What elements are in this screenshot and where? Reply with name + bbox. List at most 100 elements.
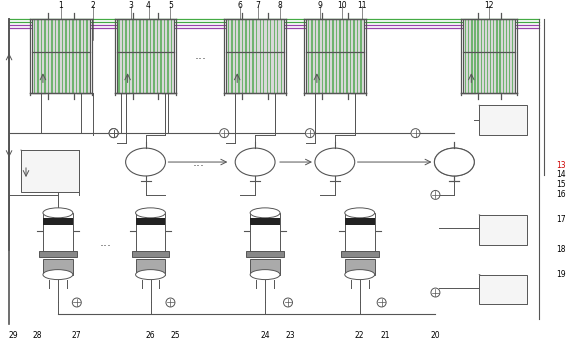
Bar bbox=[277, 19, 278, 93]
Bar bbox=[480, 105, 527, 135]
Bar bbox=[474, 19, 476, 93]
Bar bbox=[232, 19, 233, 93]
Text: 20: 20 bbox=[431, 331, 440, 340]
Text: 26: 26 bbox=[145, 331, 155, 340]
Bar bbox=[235, 19, 236, 93]
Bar bbox=[493, 19, 494, 93]
Bar bbox=[129, 19, 131, 93]
Text: 24: 24 bbox=[260, 331, 270, 340]
Bar bbox=[360, 19, 362, 93]
Text: ...: ... bbox=[193, 155, 204, 168]
Bar bbox=[154, 19, 155, 93]
Circle shape bbox=[220, 129, 229, 138]
Text: 7: 7 bbox=[256, 1, 260, 10]
Ellipse shape bbox=[345, 270, 375, 280]
Bar bbox=[86, 19, 88, 93]
Bar bbox=[228, 19, 229, 93]
Bar bbox=[65, 19, 67, 93]
Bar bbox=[136, 19, 137, 93]
Bar bbox=[318, 19, 320, 93]
Bar bbox=[136, 218, 166, 225]
Bar bbox=[270, 19, 271, 93]
Text: 4: 4 bbox=[146, 1, 151, 10]
Bar bbox=[136, 213, 166, 255]
Bar bbox=[79, 19, 81, 93]
Bar bbox=[62, 19, 63, 93]
Bar bbox=[274, 19, 275, 93]
Bar bbox=[242, 19, 243, 93]
Bar bbox=[48, 19, 49, 93]
Circle shape bbox=[305, 129, 315, 138]
Bar bbox=[345, 213, 375, 255]
Text: 17: 17 bbox=[556, 215, 566, 224]
Bar bbox=[43, 218, 73, 225]
Bar bbox=[339, 19, 340, 93]
Ellipse shape bbox=[435, 148, 474, 176]
Bar bbox=[157, 19, 158, 93]
Bar bbox=[226, 18, 284, 93]
Ellipse shape bbox=[315, 148, 355, 176]
Text: 18: 18 bbox=[557, 245, 566, 254]
Ellipse shape bbox=[250, 270, 280, 280]
Bar bbox=[336, 19, 337, 93]
Text: ...: ... bbox=[194, 49, 206, 62]
Bar bbox=[139, 19, 141, 93]
Bar bbox=[160, 19, 162, 93]
Bar bbox=[83, 19, 85, 93]
Text: 12: 12 bbox=[485, 1, 494, 10]
Bar bbox=[250, 213, 280, 255]
Bar bbox=[32, 18, 90, 93]
Bar bbox=[353, 19, 355, 93]
Bar bbox=[345, 259, 375, 275]
Circle shape bbox=[109, 129, 118, 138]
Bar bbox=[329, 19, 330, 93]
Bar bbox=[39, 251, 77, 257]
Bar bbox=[311, 19, 313, 93]
Text: 25: 25 bbox=[171, 331, 180, 340]
Bar bbox=[21, 150, 79, 192]
Bar bbox=[259, 19, 261, 93]
Bar bbox=[256, 19, 258, 93]
Bar bbox=[147, 19, 148, 93]
Bar bbox=[41, 19, 42, 93]
Bar bbox=[43, 213, 73, 255]
Bar bbox=[308, 19, 309, 93]
Text: 1: 1 bbox=[59, 1, 63, 10]
Bar bbox=[343, 19, 344, 93]
Bar bbox=[490, 19, 492, 93]
Text: 15: 15 bbox=[556, 180, 566, 190]
Bar bbox=[37, 19, 39, 93]
Text: 22: 22 bbox=[355, 331, 365, 340]
Bar bbox=[44, 19, 46, 93]
Bar bbox=[321, 19, 323, 93]
Bar bbox=[150, 19, 151, 93]
Bar bbox=[252, 19, 254, 93]
Bar bbox=[249, 19, 251, 93]
Bar bbox=[246, 19, 247, 93]
Bar bbox=[136, 259, 166, 275]
Text: 13: 13 bbox=[556, 161, 566, 169]
Bar bbox=[325, 19, 327, 93]
Bar bbox=[69, 19, 70, 93]
Text: 23: 23 bbox=[285, 331, 295, 340]
Text: 9: 9 bbox=[317, 1, 323, 10]
Bar bbox=[481, 19, 482, 93]
Bar bbox=[477, 19, 479, 93]
Bar bbox=[117, 18, 174, 93]
Bar bbox=[471, 19, 473, 93]
Text: 5: 5 bbox=[168, 1, 173, 10]
Bar bbox=[263, 19, 265, 93]
Ellipse shape bbox=[235, 148, 275, 176]
Bar bbox=[503, 19, 504, 93]
Circle shape bbox=[283, 298, 293, 307]
Ellipse shape bbox=[435, 148, 474, 176]
Bar bbox=[465, 19, 466, 93]
Ellipse shape bbox=[250, 208, 280, 218]
Text: ...: ... bbox=[99, 236, 112, 249]
Ellipse shape bbox=[125, 148, 166, 176]
Bar bbox=[487, 19, 488, 93]
Bar bbox=[122, 19, 124, 93]
Bar bbox=[306, 18, 364, 93]
Ellipse shape bbox=[43, 208, 73, 218]
Text: 21: 21 bbox=[381, 331, 390, 340]
